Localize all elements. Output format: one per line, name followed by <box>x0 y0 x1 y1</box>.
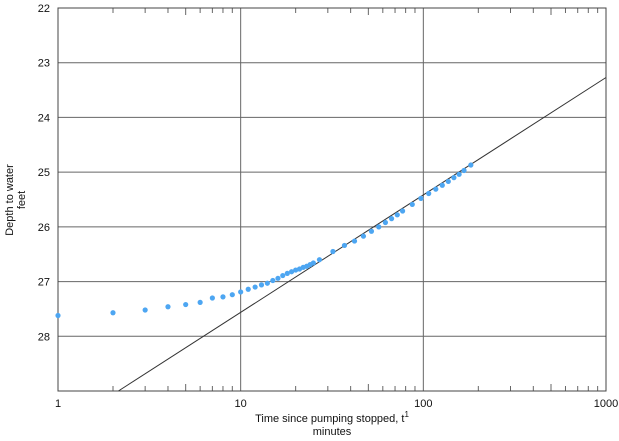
data-point <box>461 167 467 174</box>
data-point <box>409 201 415 208</box>
y-axis-units: feet <box>16 191 28 209</box>
x-axis-units: minutes <box>313 426 352 438</box>
data-point <box>258 282 265 288</box>
x-tick-label: 1 <box>55 398 61 410</box>
y-axis-title: Depth to water <box>4 164 16 236</box>
data-point <box>220 294 226 300</box>
data-point <box>456 171 462 177</box>
data-point <box>284 270 290 276</box>
x-grid-lines <box>240 8 424 391</box>
data-point <box>388 216 395 222</box>
data-point <box>439 182 445 188</box>
data-point <box>183 301 189 308</box>
data-point <box>165 304 171 310</box>
data-point <box>209 295 215 301</box>
x-minor-ticks <box>112 8 599 391</box>
data-point <box>252 284 258 290</box>
data-point <box>229 292 235 298</box>
data-point <box>275 275 281 281</box>
data-point <box>330 248 336 255</box>
y-tick-label: 25 <box>38 167 50 179</box>
data-point <box>418 195 424 202</box>
x-tick-labels: 1 10 100 1000 <box>55 398 618 410</box>
data-point <box>445 178 451 185</box>
y-tick-label: 24 <box>38 112 50 124</box>
data-point <box>310 260 316 266</box>
data-point <box>382 219 389 226</box>
data-point <box>142 307 148 313</box>
x-axis-title: Time since pumping stopped, t1 <box>255 410 409 425</box>
y-tick-label: 26 <box>38 222 50 234</box>
x-tick-label: 100 <box>414 398 432 410</box>
x-tick-label: 1000 <box>594 398 618 410</box>
data-point <box>368 228 375 234</box>
data-point <box>280 272 286 279</box>
data-point <box>341 242 348 249</box>
data-point <box>55 312 61 319</box>
data-point <box>264 280 270 286</box>
data-point <box>270 277 276 284</box>
data-point <box>288 269 295 275</box>
data-point <box>468 162 474 168</box>
y-tick-label: 23 <box>38 58 50 70</box>
y-tick-label: 28 <box>38 331 50 343</box>
y-grid-lines <box>58 62 606 337</box>
data-point <box>451 175 457 181</box>
data-points <box>55 162 474 319</box>
y-tick-label: 22 <box>38 3 50 15</box>
x-tick-label: 10 <box>235 398 247 410</box>
data-point <box>433 186 439 192</box>
data-point <box>376 224 382 230</box>
data-point <box>394 212 400 218</box>
y-tick-label: 27 <box>38 277 50 289</box>
data-point <box>399 208 406 214</box>
plot-frame <box>57 7 607 392</box>
data-point <box>245 286 251 292</box>
data-point <box>351 238 358 244</box>
data-point <box>316 257 323 263</box>
data-point <box>110 310 116 316</box>
x-axis-title-superscript: 1 <box>404 410 409 419</box>
data-point <box>426 190 432 197</box>
data-point <box>238 289 244 295</box>
data-point <box>360 233 367 239</box>
data-point <box>197 299 203 305</box>
y-tick-labels: 22 23 24 25 26 27 28 <box>38 3 50 343</box>
